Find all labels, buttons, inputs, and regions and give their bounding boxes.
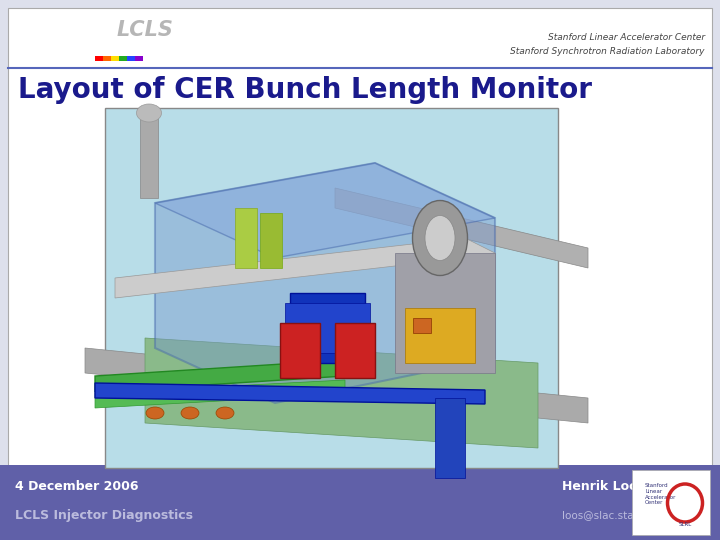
Bar xyxy=(435,398,465,478)
Bar xyxy=(632,470,710,535)
Bar xyxy=(0,465,720,540)
Bar xyxy=(95,56,103,61)
Text: Henrik Loos: Henrik Loos xyxy=(562,481,644,494)
Polygon shape xyxy=(155,163,495,258)
Bar xyxy=(405,308,475,363)
Text: 4 December 2006: 4 December 2006 xyxy=(15,481,138,494)
Text: SLRL: SLRL xyxy=(678,523,692,528)
Polygon shape xyxy=(115,238,495,298)
Polygon shape xyxy=(155,163,495,403)
Bar xyxy=(413,318,431,333)
Bar xyxy=(140,108,158,198)
Polygon shape xyxy=(145,338,538,448)
Bar xyxy=(135,56,143,61)
Ellipse shape xyxy=(425,215,455,260)
Polygon shape xyxy=(95,383,485,404)
Text: Stanford Synchrotron Radiation Laboratory: Stanford Synchrotron Radiation Laborator… xyxy=(510,48,705,57)
Text: Stanford
Linear
Accelerator
Center: Stanford Linear Accelerator Center xyxy=(645,483,676,505)
Bar xyxy=(335,323,375,378)
Bar xyxy=(105,108,558,468)
Ellipse shape xyxy=(181,407,199,419)
Ellipse shape xyxy=(137,104,161,122)
Text: LCLS: LCLS xyxy=(117,20,174,40)
Text: LCLS Injector Diagnostics: LCLS Injector Diagnostics xyxy=(15,509,193,522)
Bar xyxy=(8,8,712,483)
Bar xyxy=(103,56,111,61)
Ellipse shape xyxy=(216,407,234,419)
Polygon shape xyxy=(95,380,345,408)
Bar xyxy=(111,56,119,61)
Bar xyxy=(280,323,320,378)
Ellipse shape xyxy=(146,407,164,419)
Text: Layout of CER Bunch Length Monitor: Layout of CER Bunch Length Monitor xyxy=(18,76,592,104)
Polygon shape xyxy=(95,360,345,392)
Bar xyxy=(119,56,127,61)
Text: loos@slac.stanford.edu: loos@slac.stanford.edu xyxy=(562,510,684,520)
Bar xyxy=(235,208,257,268)
Bar xyxy=(127,56,135,61)
Text: Stanford Linear Accelerator Center: Stanford Linear Accelerator Center xyxy=(548,33,705,43)
Bar xyxy=(285,303,370,353)
Ellipse shape xyxy=(413,200,467,275)
Polygon shape xyxy=(335,188,588,268)
Polygon shape xyxy=(85,348,588,423)
Bar xyxy=(260,213,282,268)
Bar xyxy=(290,293,365,363)
Bar xyxy=(395,253,495,373)
